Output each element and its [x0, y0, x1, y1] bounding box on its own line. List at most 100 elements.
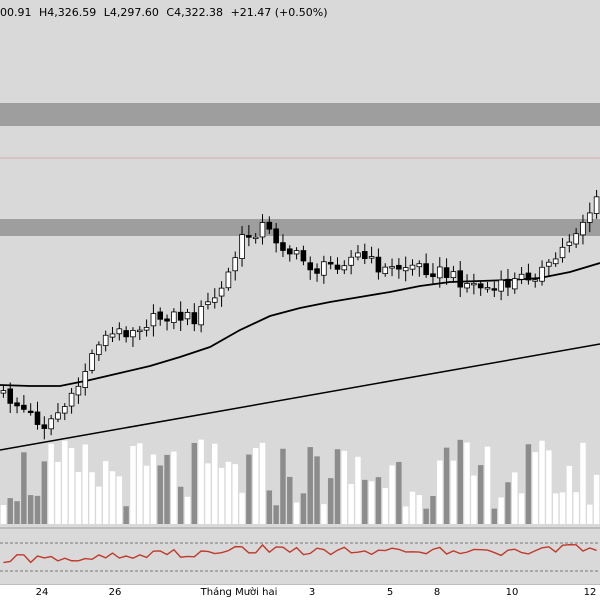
volume-bar: [314, 456, 320, 524]
trend-line: [0, 343, 600, 451]
volume-bar: [368, 481, 375, 524]
volume-bar: [402, 506, 409, 524]
candle-body: [177, 311, 184, 321]
volume-bar: [205, 463, 211, 524]
time-axis-label: Tháng Mười hai: [200, 587, 278, 598]
volume-bar: [55, 461, 61, 524]
volume-bar: [137, 443, 143, 524]
candle-body: [14, 402, 20, 407]
candle-body: [580, 221, 586, 236]
volume-bar: [68, 447, 75, 524]
volume-bar: [566, 465, 573, 524]
candle-body: [41, 424, 48, 429]
ohlc-high: H4,326.59: [39, 6, 97, 19]
candle-body: [559, 246, 566, 259]
volume-bar: [232, 464, 238, 524]
volume-bar: [327, 478, 334, 524]
candle-body: [402, 267, 409, 272]
candle-body: [164, 318, 170, 322]
candle-body: [21, 404, 27, 410]
volume-bar: [150, 454, 157, 524]
volume-bar: [287, 476, 293, 524]
oscillator-line: [3, 543, 597, 564]
candle-body: [61, 406, 68, 414]
candle-body: [389, 266, 395, 269]
volume-bar: [239, 492, 245, 524]
candle-body: [593, 196, 600, 214]
volume-bar: [321, 504, 327, 524]
volume-bar: [382, 488, 388, 524]
ohlc-low: L4,297.60: [103, 6, 159, 19]
volume-bar: [389, 465, 395, 524]
volume-bar: [348, 483, 354, 524]
volume-bar: [41, 461, 48, 524]
time-axis-label: 10: [505, 587, 519, 598]
volume-bar: [484, 446, 491, 524]
candle-body: [239, 234, 245, 259]
candle-body: [293, 250, 300, 255]
candle-body: [361, 251, 368, 260]
candle-body: [198, 306, 204, 326]
candle-body: [130, 330, 136, 338]
candle-body: [82, 371, 89, 388]
candle-body: [484, 287, 491, 290]
candle-body: [286, 248, 293, 255]
volume-bar: [266, 490, 273, 524]
candle-body: [7, 388, 14, 404]
candle-body: [300, 250, 307, 262]
candle-body: [246, 235, 252, 238]
candle-body: [143, 327, 150, 331]
volume-bar: [116, 476, 123, 524]
volume-bar: [457, 439, 463, 524]
candle-body: [116, 328, 123, 335]
ohlc-open: 00.91: [0, 6, 32, 19]
candle-body: [34, 411, 41, 425]
ohlc-readout: 00.91 H4,326.59 L4,297.60 C4,322.38 +21.…: [0, 6, 332, 19]
candle-body: [539, 266, 545, 282]
time-axis[interactable]: 24 26 Tháng Mười hai 3 5 8 10 12: [0, 584, 600, 601]
volume-bar: [587, 504, 593, 524]
volume-bar: [14, 501, 20, 524]
volume-bar: [491, 508, 498, 524]
candle-body: [252, 236, 259, 240]
volume-bar: [443, 447, 450, 524]
volume-bar: [82, 444, 88, 524]
candle-body: [552, 258, 559, 265]
time-axis-label: 3: [308, 587, 316, 598]
time-axis-label: 12: [583, 587, 597, 598]
volume-bar: [171, 451, 177, 524]
candle-body: [464, 283, 470, 289]
candle-body: [368, 256, 375, 259]
volume-bar: [102, 461, 109, 524]
candle-body: [430, 273, 436, 278]
time-axis-label: 26: [108, 587, 122, 598]
candle-body: [396, 264, 402, 270]
volume-bar: [512, 472, 518, 524]
candle-body: [491, 288, 498, 291]
candle-body: [586, 212, 593, 223]
candle-body: [191, 312, 198, 325]
candle-body: [102, 334, 109, 346]
volume-bar: [157, 465, 163, 524]
volume-bar: [218, 467, 225, 524]
volume-bar: [89, 472, 95, 524]
volume-bar: [0, 505, 7, 524]
volume-bar: [559, 492, 566, 524]
volume-bar: [580, 442, 586, 524]
volume-bar: [573, 492, 579, 524]
candle-body: [0, 390, 7, 394]
volume-bar: [539, 440, 545, 524]
candle-body: [136, 329, 143, 333]
volume-bar: [505, 482, 511, 524]
candle-body: [498, 279, 504, 292]
volume-bar: [593, 474, 600, 524]
candle-body: [566, 241, 573, 246]
candle-body: [280, 242, 286, 251]
volume-bar: [300, 493, 307, 524]
volume-bar: [62, 440, 68, 524]
volume-bar: [27, 495, 34, 524]
candle-body: [109, 333, 116, 338]
volume-bar: [546, 450, 552, 524]
